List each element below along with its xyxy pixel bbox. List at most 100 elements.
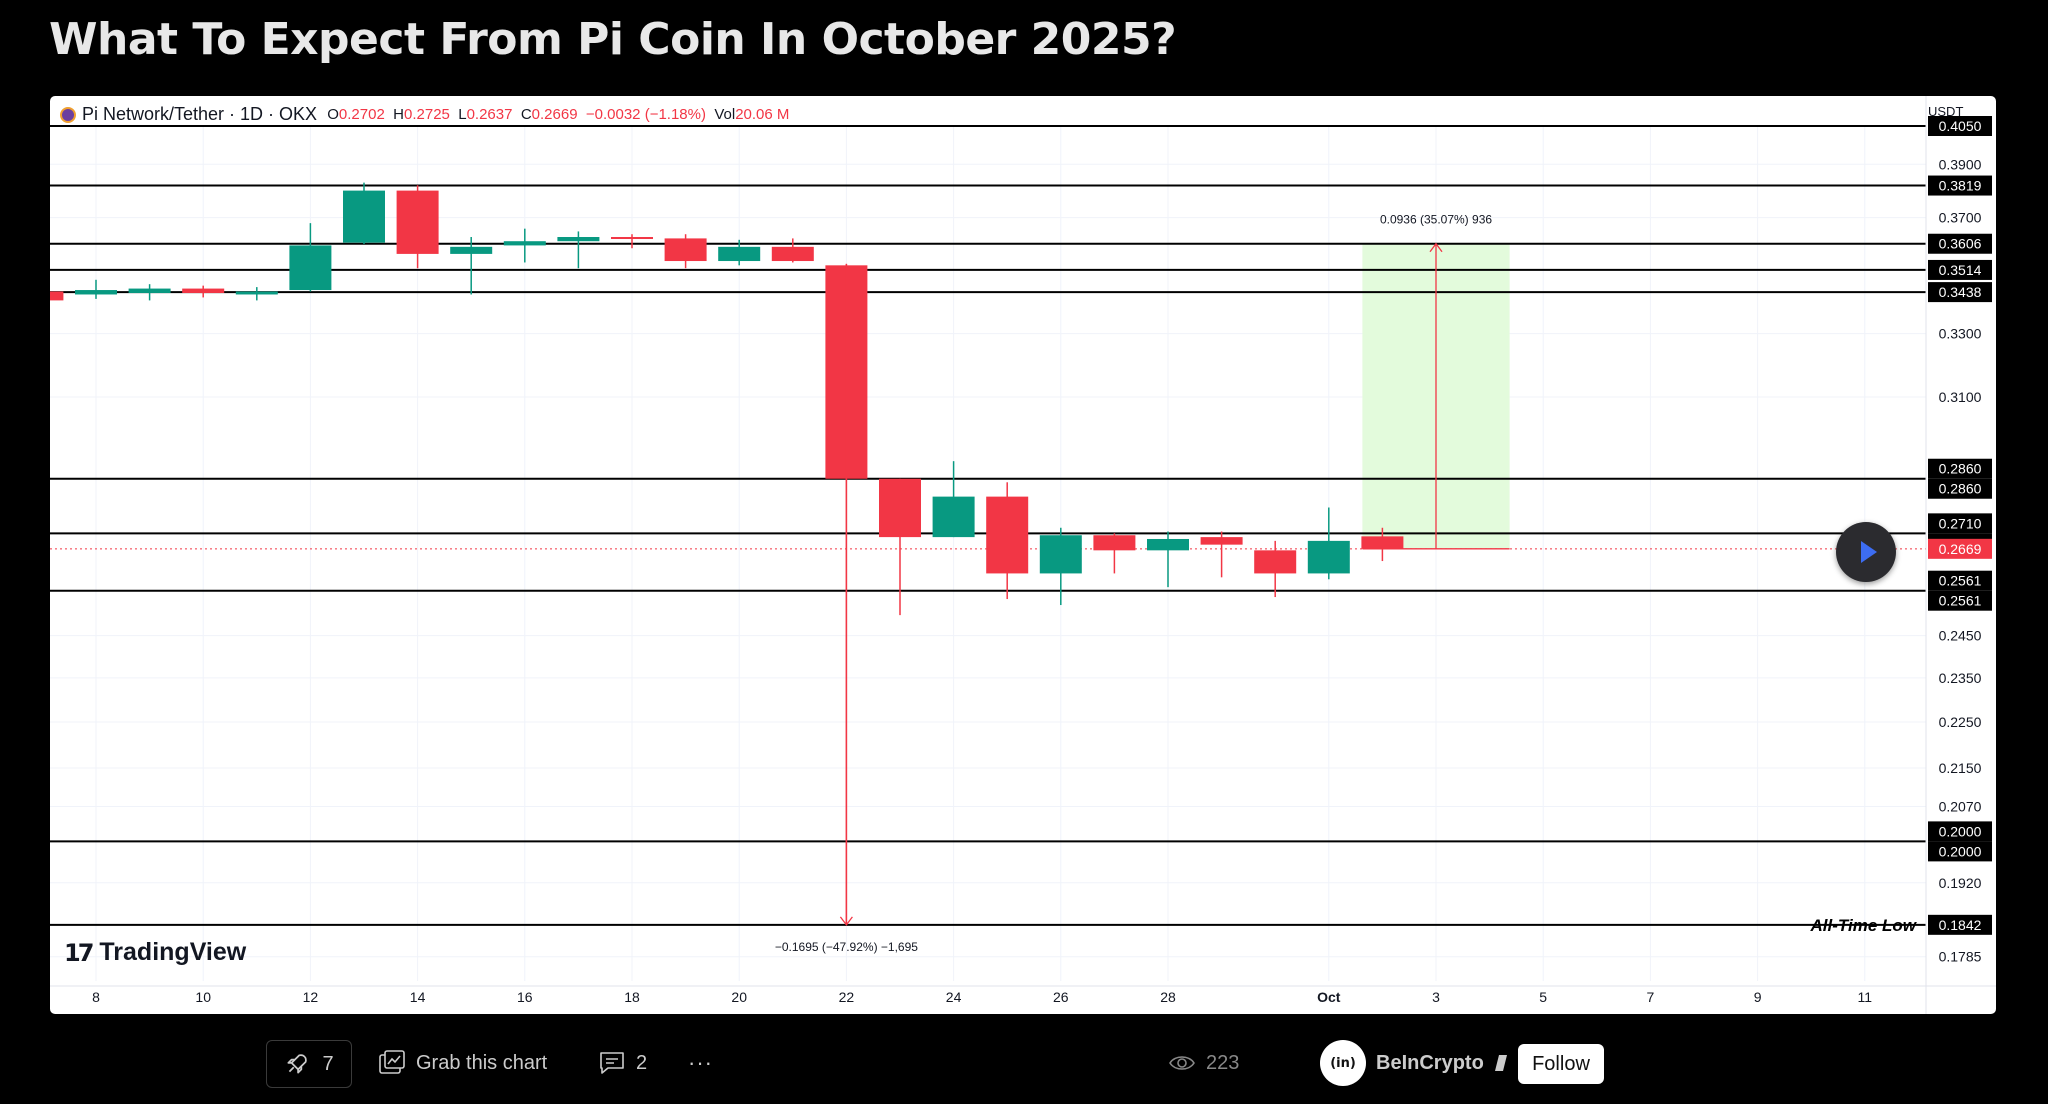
price-tag-bg bbox=[1928, 513, 1992, 534]
target-measure-arrowhead bbox=[1429, 242, 1443, 253]
all-time-low-label: All-Time Low bbox=[1810, 916, 1918, 935]
chart-snapshot-icon bbox=[379, 1050, 405, 1074]
price-tag-text: 0.2860 bbox=[1939, 461, 1982, 477]
candle-body bbox=[1093, 535, 1136, 551]
views-counter: 223 bbox=[1168, 1040, 1239, 1086]
x-axis-tick-label: 18 bbox=[624, 989, 640, 1005]
x-axis-tick-label: 12 bbox=[303, 989, 319, 1005]
open-label: O bbox=[327, 106, 339, 123]
more-button[interactable]: ··· bbox=[688, 1040, 713, 1086]
y-axis-tick-label: 0.2150 bbox=[1939, 760, 1982, 776]
low-label: L bbox=[458, 106, 467, 123]
x-axis-tick-label: Oct bbox=[1317, 989, 1341, 1005]
close-label: C bbox=[520, 106, 532, 123]
drop-measure-label: −0.1695 (−47.92%) −1,695 bbox=[775, 940, 918, 954]
eye-icon bbox=[1169, 1056, 1195, 1070]
price-tag: 0.2000 bbox=[1928, 821, 1992, 842]
comment-count: 2 bbox=[636, 1051, 648, 1074]
price-tag-text: 0.2561 bbox=[1939, 573, 1982, 589]
play-button[interactable] bbox=[1836, 522, 1896, 582]
candlestick-chart[interactable]: −0.1695 (−47.92%) −1,695 0.0936 (35.07%) … bbox=[50, 96, 1996, 1014]
candle-body bbox=[503, 241, 546, 246]
comments-button[interactable]: 2 bbox=[598, 1040, 647, 1086]
boost-count: 7 bbox=[322, 1052, 334, 1075]
pi-network-icon bbox=[60, 106, 76, 123]
tradingview-logo[interactable]: 17 TradingView bbox=[64, 938, 246, 967]
x-axis-tick-label: 16 bbox=[517, 989, 533, 1005]
price-tag-bg bbox=[1928, 841, 1992, 862]
x-axis-tick-label: 10 bbox=[195, 989, 211, 1005]
boost-button[interactable]: 7 bbox=[266, 1040, 352, 1088]
price-tag-text: 0.2860 bbox=[1939, 481, 1982, 497]
grab-chart-label: Grab this chart bbox=[416, 1051, 548, 1074]
views-count: 223 bbox=[1206, 1051, 1240, 1074]
author-avatar: (in) bbox=[1320, 1040, 1366, 1086]
price-tag: 0.2860 bbox=[1928, 478, 1992, 499]
price-tag-bg bbox=[1928, 116, 1992, 136]
price-tag-text: 0.3606 bbox=[1939, 236, 1982, 252]
price-tag: 0.2561 bbox=[1928, 590, 1992, 611]
price-tag: 0.2000 bbox=[1928, 841, 1992, 862]
y-axis-tick-label: 0.2350 bbox=[1939, 670, 1982, 686]
price-tag-bg bbox=[1928, 914, 1992, 935]
candle-body bbox=[718, 246, 761, 262]
follow-button[interactable]: Follow bbox=[1518, 1044, 1604, 1084]
x-axis-tick-label: 26 bbox=[1053, 989, 1069, 1005]
x-axis-tick-label: 5 bbox=[1539, 989, 1547, 1005]
price-tag-text: 0.2561 bbox=[1939, 593, 1982, 609]
y-axis-tick-label: 0.2070 bbox=[1939, 799, 1982, 815]
y-axis-tick-label: 0.1920 bbox=[1939, 875, 1982, 891]
price-tag-text: 0.1842 bbox=[1939, 917, 1982, 933]
x-axis-tick-label: 9 bbox=[1754, 989, 1762, 1005]
symbol-title[interactable]: Pi Network/Tether · 1D · OKX bbox=[82, 104, 318, 124]
chart-card[interactable]: −0.1695 (−47.92%) −1,695 0.0936 (35.07%) … bbox=[50, 96, 1996, 1014]
candle-body bbox=[879, 478, 921, 538]
candle-body bbox=[932, 496, 975, 538]
change-value: −0.0032 (−1.18%) bbox=[585, 106, 706, 123]
high-label: H bbox=[393, 106, 404, 123]
drop-measure-arrowhead bbox=[839, 916, 853, 926]
grab-chart-button[interactable]: Grab this chart bbox=[378, 1040, 547, 1086]
y-axis-tick-label: 0.3100 bbox=[1939, 389, 1982, 405]
price-tag-text: 0.3514 bbox=[1939, 262, 1982, 278]
x-axis-tick-label: 11 bbox=[1858, 989, 1873, 1005]
vol-value: 20.06 M bbox=[735, 106, 790, 123]
page-title: What To Expect From Pi Coin In October 2… bbox=[49, 14, 1177, 65]
candle-body bbox=[611, 237, 653, 240]
y-axis-tick-label: 0.3300 bbox=[1939, 326, 1982, 342]
y-axis-tick-label: 0.1785 bbox=[1939, 949, 1982, 965]
price-tag: 0.1842 bbox=[1928, 914, 1992, 935]
more-icon: ··· bbox=[688, 1050, 713, 1075]
close-value: 0.2669 bbox=[531, 106, 578, 123]
candle-body bbox=[557, 237, 600, 242]
footer-bar: 7 Grab this chart 2 ··· 223 (in) BeInCry… bbox=[0, 1014, 2048, 1104]
price-tag-bg bbox=[1928, 478, 1992, 499]
candle-body bbox=[664, 238, 707, 262]
author-badge-icon bbox=[1494, 1055, 1507, 1071]
price-tag-text: 0.2710 bbox=[1939, 515, 1982, 531]
x-axis-tick-label: 24 bbox=[946, 989, 962, 1005]
ohlc-readout: O0.2702 H0.2725 L0.2637 C0.2669 −0.0032 … bbox=[323, 106, 789, 123]
price-tag-bg bbox=[1928, 570, 1992, 591]
current-price-tag bbox=[1928, 538, 1992, 559]
candle-body bbox=[235, 291, 278, 295]
author-profile[interactable]: (in) BeInCrypto bbox=[1320, 1040, 1508, 1086]
candle-body bbox=[1147, 538, 1189, 551]
price-tag-bg bbox=[1928, 590, 1992, 611]
candle-body bbox=[771, 246, 814, 262]
y-axis-tick-label: 0.2450 bbox=[1939, 628, 1982, 644]
target-measure-label: 0.0936 (35.07%) 936 bbox=[1380, 213, 1492, 227]
price-tag-text: 0.2000 bbox=[1939, 823, 1982, 839]
price-tag-text: 0.2000 bbox=[1939, 843, 1982, 859]
price-tag-text: 0.3438 bbox=[1939, 284, 1982, 300]
price-tag-bg bbox=[1928, 259, 1992, 280]
rocket-icon bbox=[287, 1054, 308, 1074]
price-tag: 0.3438 bbox=[1928, 282, 1992, 303]
price-tag: 0.4050 bbox=[1928, 116, 1992, 136]
candle-body bbox=[50, 291, 64, 301]
price-tag: 0.2860 bbox=[1928, 458, 1992, 479]
currency-label[interactable]: USDT bbox=[1928, 104, 1964, 119]
comment-icon bbox=[600, 1052, 624, 1074]
high-value: 0.2725 bbox=[404, 106, 450, 123]
y-axis-tick-label: 0.3900 bbox=[1939, 156, 1982, 172]
